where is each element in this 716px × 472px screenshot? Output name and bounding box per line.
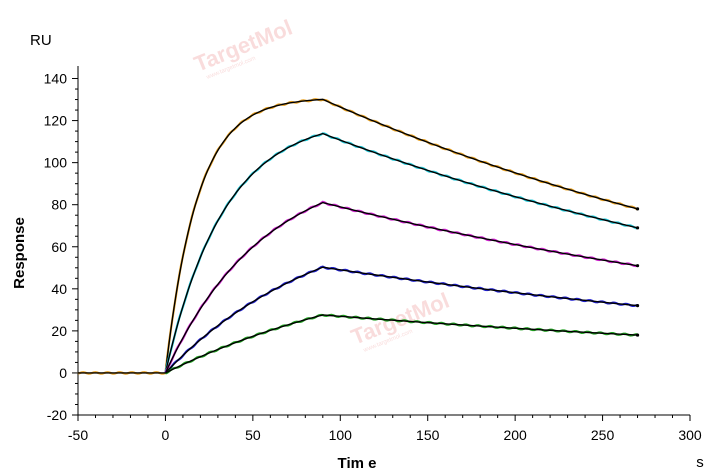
y-tick-label: 80 bbox=[51, 197, 67, 213]
fit-line bbox=[164, 132, 638, 374]
y-tick-label: 140 bbox=[44, 71, 68, 87]
x-tick-label: 250 bbox=[591, 427, 615, 443]
axes: -50 0 50 100 150 200 250 300 -20 0 20 40 60 80 100 120 1… bbox=[44, 66, 702, 443]
y-tick-label: -20 bbox=[47, 407, 67, 423]
y-tick-label: 20 bbox=[51, 323, 67, 339]
x-tick-label: 50 bbox=[245, 427, 261, 443]
x-tick-label: -50 bbox=[68, 427, 88, 443]
x-tick-label: 0 bbox=[162, 427, 170, 443]
y-axis-title: Response bbox=[11, 217, 28, 289]
series-end-point bbox=[635, 207, 640, 211]
series-end-point bbox=[635, 304, 640, 308]
y-tick-label: 40 bbox=[51, 281, 67, 297]
x-unit-label: s bbox=[696, 454, 704, 471]
watermark-text: TargetMol bbox=[191, 15, 296, 77]
fit-line bbox=[165, 314, 638, 374]
x-tick-label: 300 bbox=[678, 427, 702, 443]
x-tick-label: 200 bbox=[503, 427, 527, 443]
fit-line bbox=[164, 201, 638, 374]
series-layer bbox=[77, 98, 640, 375]
y-tick-label: 60 bbox=[51, 239, 67, 255]
series-end-point bbox=[635, 264, 640, 268]
series-end-point bbox=[635, 333, 640, 337]
watermark-layer: TargetMol www.targetmol.com TargetMol ww… bbox=[191, 15, 453, 355]
x-tick-label: 150 bbox=[416, 427, 440, 443]
fit-line bbox=[164, 266, 638, 374]
x-axis-title: Tim e bbox=[338, 455, 377, 472]
series-line bbox=[164, 200, 638, 373]
y-unit-label: RU bbox=[30, 32, 52, 49]
y-tick-label: 0 bbox=[59, 365, 67, 381]
y-tick-label: 120 bbox=[44, 113, 68, 129]
series-end-point bbox=[635, 226, 640, 230]
watermark: TargetMol www.targetmol.com bbox=[191, 15, 296, 82]
fit-line bbox=[78, 98, 638, 374]
y-tick-label: 100 bbox=[44, 155, 68, 171]
x-tick-label: 100 bbox=[329, 427, 353, 443]
